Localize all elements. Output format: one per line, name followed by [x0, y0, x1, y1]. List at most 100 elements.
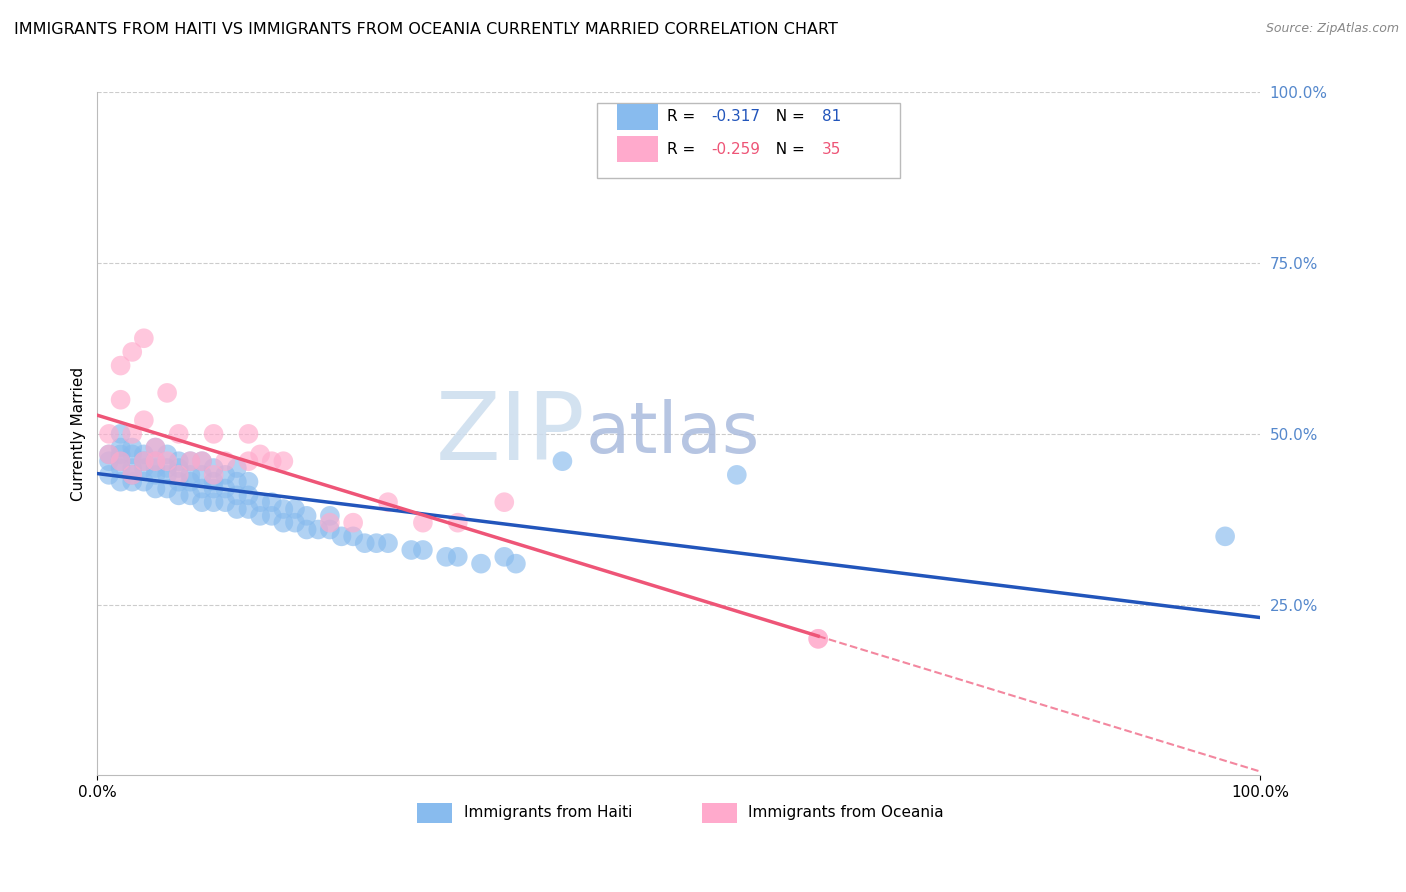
Point	[110, 475, 132, 489]
Point	[319, 523, 342, 537]
Point	[1213, 529, 1236, 543]
Point	[225, 488, 247, 502]
Text: Immigrants from Haiti: Immigrants from Haiti	[464, 805, 631, 821]
FancyBboxPatch shape	[598, 103, 900, 178]
Point	[225, 461, 247, 475]
Text: IMMIGRANTS FROM HAITI VS IMMIGRANTS FROM OCEANIA CURRENTLY MARRIED CORRELATION C: IMMIGRANTS FROM HAITI VS IMMIGRANTS FROM…	[14, 22, 838, 37]
Point	[434, 549, 457, 564]
Point	[167, 467, 190, 482]
Y-axis label: Currently Married: Currently Married	[72, 367, 86, 501]
Text: R =: R =	[666, 110, 700, 125]
Point	[132, 454, 155, 468]
Point	[260, 495, 283, 509]
Point	[121, 467, 143, 482]
Point	[412, 516, 434, 530]
Point	[214, 454, 236, 468]
Point	[156, 467, 179, 482]
Point	[342, 516, 364, 530]
Point	[238, 475, 260, 489]
Point	[110, 461, 132, 475]
Point	[214, 467, 236, 482]
Point	[167, 454, 190, 468]
Point	[121, 461, 143, 475]
Point	[145, 454, 167, 468]
Point	[121, 441, 143, 455]
Point	[98, 447, 121, 461]
Point	[260, 454, 283, 468]
Point	[167, 488, 190, 502]
Point	[145, 441, 167, 455]
Point	[238, 488, 260, 502]
Point	[132, 475, 155, 489]
Point	[179, 467, 201, 482]
Text: R =: R =	[666, 142, 700, 157]
Point	[377, 495, 399, 509]
Point	[121, 447, 143, 461]
Point	[132, 461, 155, 475]
Point	[353, 536, 375, 550]
Point	[319, 508, 342, 523]
Point	[284, 516, 307, 530]
Point	[202, 482, 225, 496]
Point	[401, 543, 423, 558]
Text: N =: N =	[766, 142, 810, 157]
Point	[179, 454, 201, 468]
Text: ZIP: ZIP	[436, 388, 586, 480]
Point	[110, 447, 132, 461]
Point	[110, 441, 132, 455]
Point	[156, 461, 179, 475]
Point	[191, 467, 214, 482]
Point	[98, 426, 121, 441]
Text: 35: 35	[821, 142, 841, 157]
Point	[110, 454, 132, 468]
Point	[98, 447, 121, 461]
Point	[225, 475, 247, 489]
Text: Immigrants from Oceania: Immigrants from Oceania	[748, 805, 943, 821]
Point	[202, 467, 225, 482]
Text: atlas: atlas	[586, 400, 761, 468]
Point	[470, 557, 492, 571]
Point	[249, 495, 271, 509]
Point	[494, 549, 516, 564]
Point	[132, 447, 155, 461]
Text: 81: 81	[821, 110, 841, 125]
Point	[319, 516, 342, 530]
Point	[191, 495, 214, 509]
Point	[156, 454, 179, 468]
Point	[167, 475, 190, 489]
Point	[110, 392, 132, 407]
Point	[156, 447, 179, 461]
Point	[807, 632, 830, 646]
Point	[98, 454, 121, 468]
Point	[110, 426, 132, 441]
Text: -0.317: -0.317	[711, 110, 761, 125]
Text: -0.259: -0.259	[711, 142, 761, 157]
Point	[330, 529, 353, 543]
Point	[238, 454, 260, 468]
Point	[284, 502, 307, 516]
Point	[202, 461, 225, 475]
Point	[249, 447, 271, 461]
Point	[273, 454, 295, 468]
Point	[295, 508, 318, 523]
Point	[273, 516, 295, 530]
Point	[121, 475, 143, 489]
Bar	[617, 136, 658, 162]
Point	[145, 467, 167, 482]
Point	[225, 502, 247, 516]
Bar	[617, 104, 658, 130]
Point	[366, 536, 388, 550]
Point	[110, 359, 132, 373]
Text: N =: N =	[766, 110, 810, 125]
Point	[342, 529, 364, 543]
Point	[191, 454, 214, 468]
Point	[494, 495, 516, 509]
Point	[202, 475, 225, 489]
Point	[202, 495, 225, 509]
Point	[307, 523, 329, 537]
Point	[98, 467, 121, 482]
Point	[238, 426, 260, 441]
Point	[110, 454, 132, 468]
Point	[295, 523, 318, 537]
Bar	[418, 803, 451, 823]
